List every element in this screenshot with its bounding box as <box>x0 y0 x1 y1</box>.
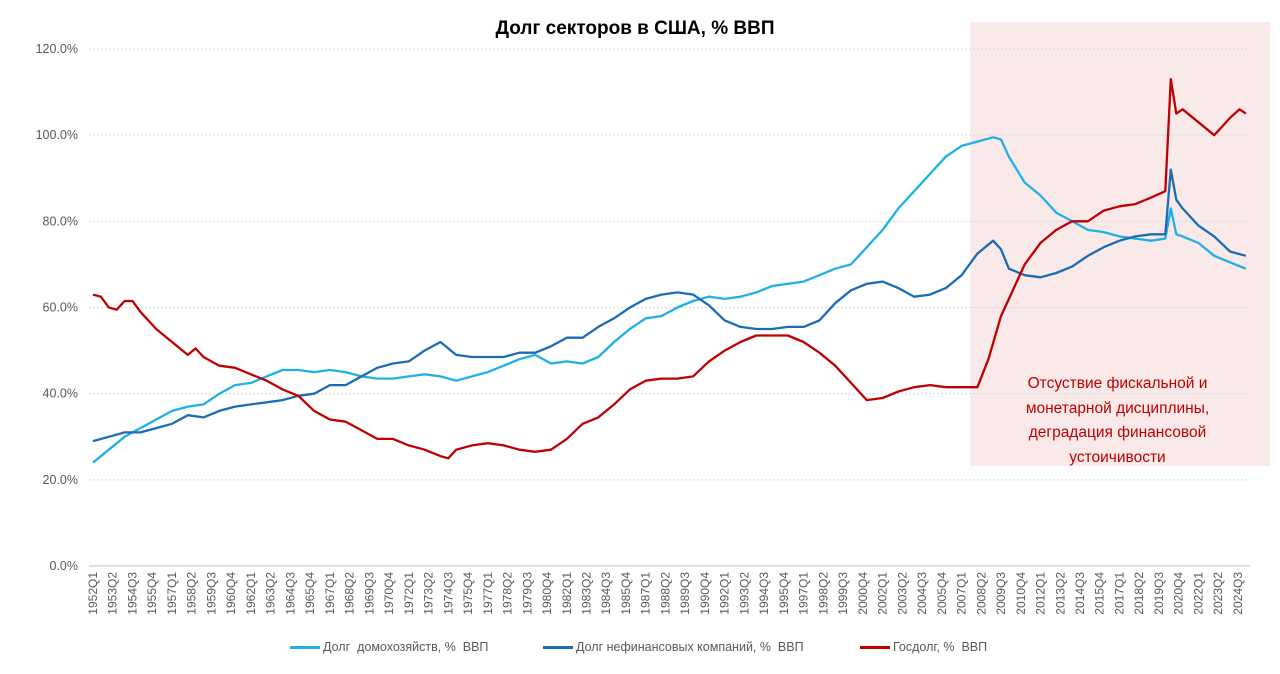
annotation-line: Отсуствие фискальной и <box>1027 375 1208 392</box>
x-tick-label: 1980Q4 <box>540 572 554 615</box>
y-tick-label: 100.0% <box>36 128 78 142</box>
x-tick-label: 2000Q4 <box>856 572 870 615</box>
x-tick-label: 1957Q1 <box>165 572 179 615</box>
x-tick-label: 1974Q3 <box>441 572 455 615</box>
x-tick-label: 1977Q1 <box>481 572 495 615</box>
x-tick-label: 1979Q3 <box>520 572 534 615</box>
x-tick-label: 2023Q2 <box>1211 572 1225 615</box>
x-tick-label: 2024Q3 <box>1231 572 1245 615</box>
x-tick-label: 2005Q4 <box>935 572 949 615</box>
y-tick-label: 120.0% <box>36 42 78 56</box>
x-tick-label: 1955Q4 <box>145 572 159 615</box>
series-line-1 <box>92 168 1247 443</box>
x-tick-label: 1998Q2 <box>816 572 830 615</box>
x-tick-label: 1988Q2 <box>658 572 672 615</box>
legend-item-households: Долг домохозяйств, % ВВП <box>290 640 488 654</box>
x-tick-label: 1969Q3 <box>362 572 376 615</box>
highlight-region <box>970 22 1270 466</box>
annotation-line: устоичивости <box>1069 448 1166 466</box>
series-line-2 <box>92 78 1247 460</box>
x-tick-label: 2012Q1 <box>1034 572 1048 615</box>
x-tick-label: 1978Q2 <box>501 572 515 615</box>
x-tick-label: 1984Q3 <box>599 572 613 615</box>
x-tick-label: 1965Q4 <box>303 572 317 615</box>
x-tick-label: 1964Q3 <box>283 572 297 615</box>
x-tick-label: 1952Q1 <box>86 572 100 615</box>
x-tick-label: 2010Q4 <box>1014 572 1028 615</box>
legend-label: Долг нефинансовых компаний, % ВВП <box>576 640 804 654</box>
x-tick-label: 2007Q1 <box>955 572 969 615</box>
y-tick-label: 80.0% <box>43 214 78 228</box>
x-tick-label: 1999Q3 <box>836 572 850 615</box>
legend-label: Госдолг, % ВВП <box>893 640 988 654</box>
x-tick-label: 2020Q4 <box>1172 572 1186 615</box>
annotation-line: деградация финансовой <box>1028 424 1207 441</box>
x-tick-label: 2004Q3 <box>915 572 929 615</box>
x-tick-label: 1967Q1 <box>323 572 337 615</box>
y-tick-label: 20.0% <box>43 473 78 487</box>
x-tick-label: 1970Q4 <box>382 572 396 615</box>
legend-item-corporate: Долг нефинансовых компаний, % ВВП <box>543 640 804 654</box>
x-tick-label: 2018Q2 <box>1132 572 1146 615</box>
legend-label: Долг домохозяйств, % ВВП <box>323 640 489 654</box>
x-tick-label: 1973Q2 <box>422 572 436 615</box>
x-tick-label: 1958Q2 <box>185 572 199 615</box>
x-tick-label: 2019Q3 <box>1152 572 1166 615</box>
x-tick-label: 1990Q4 <box>698 572 712 615</box>
annotation-text: Отсуствие фискальной и монетарной дисцип… <box>985 372 1250 470</box>
x-tick-label: 1972Q1 <box>402 572 416 615</box>
x-tick-label: 1994Q3 <box>757 572 771 615</box>
x-tick-label: 1985Q4 <box>619 572 633 615</box>
legend-swatch <box>543 645 573 649</box>
x-tick-label: 1995Q4 <box>777 572 791 615</box>
x-tick-label: 1962Q1 <box>244 572 258 615</box>
x-tick-label: 1992Q1 <box>718 572 732 615</box>
x-tick-label: 2008Q2 <box>974 572 988 615</box>
x-tick-label: 1960Q4 <box>224 572 238 615</box>
x-tick-label: 1997Q1 <box>797 572 811 615</box>
x-tick-label: 2002Q1 <box>876 572 890 615</box>
y-tick-label: 0.0% <box>50 559 79 573</box>
x-tick-label: 2003Q2 <box>895 572 909 615</box>
x-tick-label: 2009Q3 <box>994 572 1008 615</box>
x-tick-label: 1953Q2 <box>106 572 120 615</box>
legend-item-government: Госдолг, % ВВП <box>860 640 987 654</box>
legend-swatch <box>290 645 320 649</box>
x-tick-label: 2017Q1 <box>1112 572 1126 615</box>
x-tick-label: 1968Q2 <box>343 572 357 615</box>
x-tick-label: 2022Q1 <box>1191 572 1205 615</box>
legend-swatch <box>860 645 890 649</box>
x-tick-label: 1959Q3 <box>204 572 218 615</box>
x-tick-label: 1963Q2 <box>264 572 278 615</box>
x-tick-label: 1993Q2 <box>737 572 751 615</box>
series-line-0 <box>92 136 1247 464</box>
chart-title: Долг секторов в США, % ВВП <box>495 18 775 39</box>
x-tick-label: 2015Q4 <box>1093 572 1107 615</box>
y-tick-label: 40.0% <box>43 387 78 401</box>
x-tick-label: 1987Q1 <box>639 572 653 615</box>
annotation-line: монетарной дисциплины, <box>1025 399 1210 417</box>
x-tick-label: 2014Q3 <box>1073 572 1087 615</box>
x-tick-label: 2013Q2 <box>1053 572 1067 615</box>
x-tick-label: 1954Q3 <box>125 572 139 615</box>
x-tick-label: 1989Q3 <box>678 572 692 615</box>
x-tick-label: 1975Q4 <box>461 572 475 615</box>
x-tick-label: 1983Q2 <box>580 572 594 615</box>
y-tick-label: 60.0% <box>43 301 78 315</box>
x-tick-label: 1982Q1 <box>560 572 574 615</box>
